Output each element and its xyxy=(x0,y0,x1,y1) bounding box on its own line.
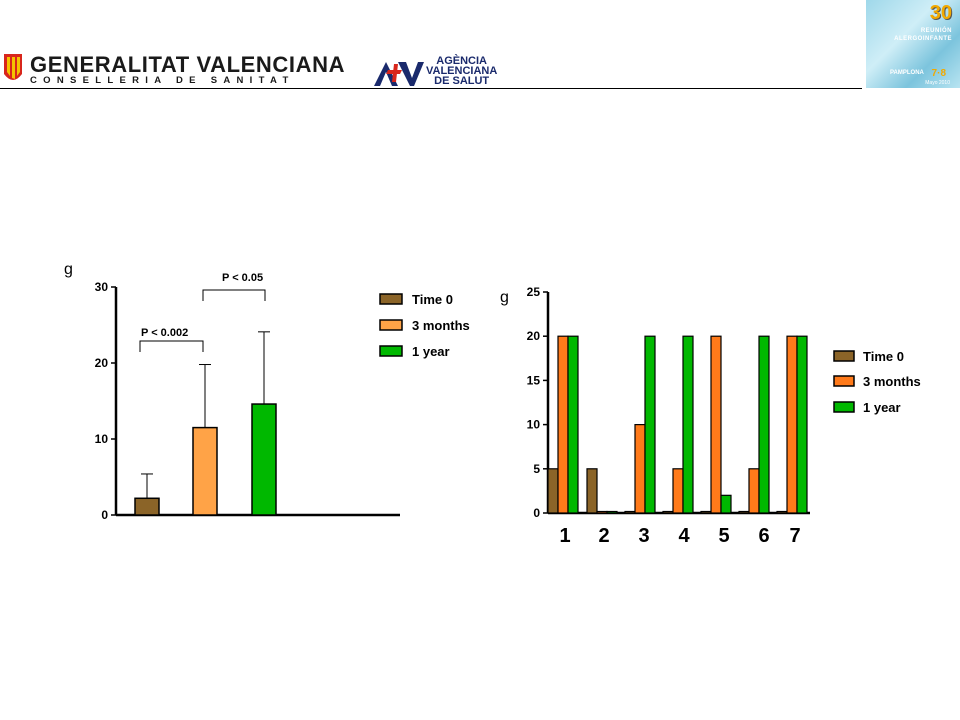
badge-line-3: PAMPLONA xyxy=(890,70,924,76)
bar-time-0-3 xyxy=(624,510,636,514)
avs-line-3: DE SALUT xyxy=(434,75,490,87)
bar-3-months-4 xyxy=(672,468,684,514)
bar-1-year-3 xyxy=(644,335,656,514)
legend-swatch xyxy=(833,375,855,387)
y-tick-label: 0 xyxy=(101,508,108,522)
header-rule xyxy=(0,88,862,89)
bar-time-0-5 xyxy=(700,510,712,514)
legend-swatch xyxy=(379,293,403,305)
legend-swatch xyxy=(833,350,855,362)
legend-label: 3 months xyxy=(412,318,470,333)
bar-3-months xyxy=(192,426,218,516)
category-label: 6 xyxy=(758,525,769,547)
bar-3-months-7 xyxy=(786,335,798,514)
bar-3-months-1 xyxy=(557,335,569,514)
category-label: 3 xyxy=(638,525,649,547)
legend-label: Time 0 xyxy=(863,349,904,364)
badge-line-5: Mayo 2010 xyxy=(925,80,950,86)
bar-1-year-1 xyxy=(567,335,579,514)
legend-label: 1 year xyxy=(863,400,901,415)
bar-3-months-6 xyxy=(748,468,760,514)
category-label: 1 xyxy=(559,525,570,547)
significance-bracket xyxy=(139,340,204,352)
legend-label: Time 0 xyxy=(412,292,453,307)
significance-bracket xyxy=(202,289,266,301)
legend-label: 1 year xyxy=(412,344,450,359)
y-axis-label: g xyxy=(500,289,509,306)
conference-badge: 30 REUNIÓN ALERGOINFANTE PAMPLONA 7·8 Ma… xyxy=(866,0,960,88)
legend-swatch xyxy=(833,401,855,413)
generalitat-title: GENERALITAT VALENCIANA xyxy=(30,52,346,77)
avs-line-1: AGÈNCIA xyxy=(436,55,488,67)
bar-1-year-4 xyxy=(682,335,694,514)
avs-text: AGÈNCIA VALENCIANA DE SALUT xyxy=(426,55,498,87)
category-label: 5 xyxy=(718,525,729,547)
badge-number: 30 xyxy=(929,2,952,24)
badge-line-2: ALERGOINFANTE xyxy=(894,36,952,42)
y-tick-label: 25 xyxy=(527,285,541,299)
bar-1-year-5 xyxy=(720,494,732,514)
y-tick-label: 5 xyxy=(533,462,540,476)
header-bar: GENERALITAT VALENCIANA CONSELLERIA DE SA… xyxy=(0,0,960,90)
y-tick-label: 10 xyxy=(527,418,541,432)
category-label: 4 xyxy=(678,525,690,547)
bar-3-months-3 xyxy=(634,424,646,514)
bar-time-0-7 xyxy=(776,510,788,514)
y-tick-label: 0 xyxy=(533,506,540,520)
category-label: 2 xyxy=(598,525,609,547)
category-label: 7 xyxy=(789,525,800,547)
bar-3-months-5 xyxy=(710,335,722,514)
y-tick-label: 15 xyxy=(527,373,541,387)
conselleria-subtitle: CONSELLERIA DE SANITAT xyxy=(30,75,295,86)
avs-line-2: VALENCIANA xyxy=(426,65,498,77)
y-tick-label: 20 xyxy=(527,329,541,343)
bar-time-0-4 xyxy=(662,510,674,514)
significance-label: P < 0.002 xyxy=(141,327,188,339)
legend-label: 3 months xyxy=(863,374,921,389)
bar-1-year-6 xyxy=(758,335,770,514)
significance-label: P < 0.05 xyxy=(222,272,263,284)
bar-3-months-2 xyxy=(596,510,608,514)
bar-1-year-2 xyxy=(606,510,618,514)
badge-line-4: 7·8 xyxy=(931,68,946,79)
avs-logo-icon xyxy=(374,62,424,86)
badge-line-1: REUNIÓN xyxy=(920,28,952,34)
bar-time-0-6 xyxy=(738,510,750,514)
generalitat-shield-icon xyxy=(4,54,22,80)
bar-time-0-2 xyxy=(586,468,598,514)
y-tick-label: 30 xyxy=(95,280,109,294)
y-axis-label: g xyxy=(64,261,73,278)
y-tick-label: 10 xyxy=(95,432,109,446)
bar-1-year-7 xyxy=(796,335,808,514)
y-tick-label: 20 xyxy=(95,356,109,370)
bar-time-0-1 xyxy=(547,468,559,514)
legend-swatch xyxy=(379,345,403,357)
legend-swatch xyxy=(379,319,403,331)
